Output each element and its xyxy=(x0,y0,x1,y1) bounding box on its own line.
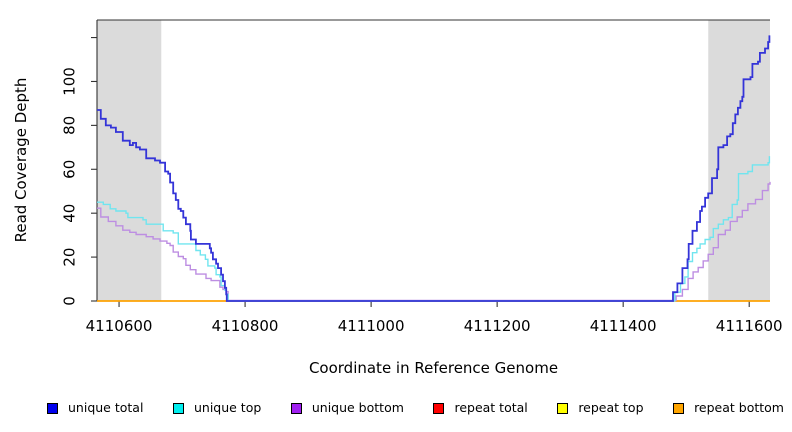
legend-swatch-repeat-top-icon xyxy=(557,402,569,414)
y-axis-title: Read Coverage Depth xyxy=(12,77,30,243)
legend-swatch-unique-top-icon xyxy=(172,402,184,414)
legend-item: repeat bottom xyxy=(673,399,784,415)
legend-item: unique total xyxy=(47,399,144,415)
x-tick-label: 4111600 xyxy=(716,317,783,335)
series-line-unique-bottom xyxy=(97,181,771,302)
legend-item: unique bottom xyxy=(290,399,404,415)
y-tick-group: 0 20 40 60 80 100 xyxy=(61,37,97,306)
legend-label: unique bottom xyxy=(311,399,404,415)
x-tick-label: 4110600 xyxy=(86,317,153,335)
legend-swatch-unique-bottom-icon xyxy=(290,402,302,414)
y-tick-label: 100 xyxy=(61,67,79,96)
x-tick-label: 4111200 xyxy=(464,317,531,335)
legend-swatch-repeat-bottom-icon xyxy=(673,402,685,414)
highlight-region xyxy=(97,20,162,301)
legend-label: repeat bottom xyxy=(694,399,784,415)
legend-swatch-unique-total-icon xyxy=(47,402,58,414)
plot-box xyxy=(96,19,770,302)
x-tick-label: 4111400 xyxy=(590,317,657,335)
y-tick-label: 20 xyxy=(61,248,79,267)
legend-label: repeat top xyxy=(578,399,644,415)
series-line-unique-top xyxy=(97,156,771,302)
y-tick-label: 0 xyxy=(61,296,79,306)
legend-label: repeat total xyxy=(454,399,528,415)
y-tick-label: 60 xyxy=(61,160,79,179)
x-axis-title: Coordinate in Reference Genome xyxy=(308,359,559,377)
x-tick-group: 4110600 4110800 4111000 4111200 4111400 41116… xyxy=(86,301,783,335)
legend-label: unique top xyxy=(193,399,262,415)
y-tick-label: 80 xyxy=(61,116,79,135)
legend-item: repeat total xyxy=(433,399,528,415)
legend-label: unique total xyxy=(68,399,144,415)
legend-item: unique top xyxy=(172,399,262,415)
x-tick-label: 4110800 xyxy=(212,317,279,335)
legend-item: repeat top xyxy=(557,399,644,415)
series-group xyxy=(97,35,771,302)
x-tick-label: 4111000 xyxy=(338,317,405,335)
legend-swatch-repeat-total-icon xyxy=(433,402,445,414)
highlight-regions xyxy=(97,20,770,301)
y-tick-label: 40 xyxy=(61,204,79,223)
series-line-unique-total xyxy=(97,35,771,302)
legend: unique total unique top unique bottom re… xyxy=(47,397,784,419)
